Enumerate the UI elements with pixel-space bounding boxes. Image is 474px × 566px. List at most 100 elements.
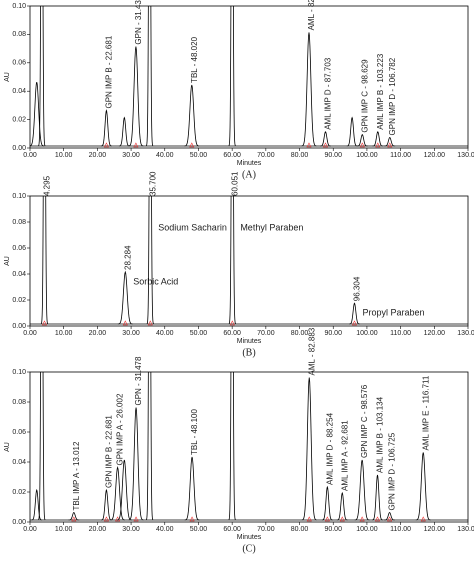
y-tick-label: 0.10: [12, 193, 26, 200]
peak-label: AML IMP A - 92.681: [340, 420, 349, 491]
peak: [384, 512, 395, 521]
peak-marker: [306, 516, 312, 522]
peak-label: GPN IMP A - 26.002: [116, 393, 125, 465]
x-tick-label: 30.00: [122, 526, 140, 533]
peak: [346, 116, 358, 147]
x-tick-label: 120.00: [424, 152, 446, 159]
x-tick-label: 40.00: [156, 152, 174, 159]
x-tick-label: 80.00: [291, 330, 309, 337]
x-tick-label: 30.00: [122, 330, 140, 337]
peak: [301, 32, 317, 147]
peak-label: AML IMP E - 116.711: [421, 375, 430, 450]
peak: [117, 270, 133, 325]
peak: [384, 136, 396, 147]
y-tick-label: 0.00: [12, 323, 26, 330]
y-tick-label: 0.06: [12, 60, 26, 67]
peak-name: Sorbic Acid: [133, 276, 178, 286]
peak-label: AML IMP B - 103.134: [376, 396, 385, 473]
peak-marker: [189, 516, 195, 522]
peak-marker: [324, 516, 330, 522]
peak: [31, 488, 43, 521]
peak-marker: [323, 142, 328, 148]
peak-marker: [420, 516, 426, 522]
y-tick-label: 0.04: [12, 88, 26, 95]
y-tick-label: 0.02: [12, 116, 26, 123]
caption: (A): [242, 169, 256, 180]
peak: [228, 372, 236, 521]
peak: [184, 456, 200, 521]
peak-marker: [387, 516, 393, 522]
peak: [146, 196, 154, 325]
peak: [354, 459, 370, 521]
x-tick-label: 130.00: [457, 526, 474, 533]
x-axis-label: Minutes: [237, 338, 262, 345]
peak-marker: [147, 320, 153, 326]
plot-frame: [29, 195, 469, 327]
peak-marker: [374, 516, 380, 522]
peak: [101, 109, 112, 147]
x-tick-label: 0.00: [23, 526, 37, 533]
x-tick-label: 30.00: [122, 152, 140, 159]
x-tick-label: 90.00: [324, 152, 342, 159]
peak-name: Propyl Paraben: [362, 308, 424, 318]
peak: [128, 407, 144, 521]
peak-marker: [359, 142, 365, 148]
peak-name: Sodium Sacharin: [158, 222, 227, 232]
peak: [321, 485, 333, 521]
x-tick-label: 120.00: [424, 526, 446, 533]
peak-label: 28.284: [123, 245, 132, 270]
peak: [110, 466, 126, 521]
peak-label: GPN IMP C - 98.629: [360, 59, 369, 133]
x-tick-label: 100.00: [356, 526, 378, 533]
peak: [118, 116, 130, 147]
plot-frame: [29, 5, 469, 149]
peak: [145, 6, 154, 147]
peak-label: GPN - 31.478: [134, 356, 143, 405]
peak-label: AML - 82.883: [307, 327, 316, 375]
y-tick-label: 0.00: [12, 519, 26, 526]
peak-label: 96.304: [353, 276, 362, 301]
peak-label: AML - 82.805: [307, 0, 316, 30]
x-tick-label: 60.00: [223, 526, 241, 533]
peak: [128, 46, 144, 147]
peak-marker: [375, 142, 381, 148]
peak-marker: [189, 142, 195, 148]
x-axis-label: Minutes: [237, 534, 262, 541]
peak-label: GPN IMP B - 22.681: [105, 35, 114, 108]
x-tick-label: 70.00: [257, 330, 275, 337]
x-tick-label: 40.00: [156, 526, 174, 533]
x-tick-label: 70.00: [257, 152, 275, 159]
x-tick-label: 60.00: [223, 152, 241, 159]
peak: [40, 196, 49, 325]
caption: (C): [242, 543, 255, 554]
x-tick-label: 50.00: [190, 330, 208, 337]
y-tick-label: 0.06: [12, 429, 26, 436]
peak-marker: [351, 320, 357, 326]
x-tick-label: 20.00: [89, 330, 107, 337]
x-tick-label: 50.00: [190, 152, 208, 159]
x-tick-label: 110.00: [390, 526, 411, 533]
x-tick-label: 50.00: [190, 526, 208, 533]
peak-label: TBL - 48.020: [190, 36, 199, 83]
peak-marker: [71, 516, 77, 522]
y-axis-label: AU: [4, 256, 11, 266]
x-tick-label: 10.00: [55, 330, 73, 337]
x-tick-label: 80.00: [291, 152, 309, 159]
plot-frame: [29, 371, 469, 523]
peak-marker: [41, 320, 47, 326]
peak: [116, 459, 132, 521]
caption: (B): [242, 347, 255, 358]
y-axis-label: AU: [4, 442, 11, 452]
peak: [184, 84, 200, 147]
x-tick-label: 120.00: [424, 330, 446, 337]
y-tick-label: 0.04: [12, 271, 26, 278]
x-tick-label: 90.00: [324, 526, 342, 533]
peak-marker: [306, 142, 312, 148]
y-tick-label: 0.04: [12, 459, 26, 466]
peak: [336, 491, 348, 521]
x-tick-label: 40.00: [156, 330, 174, 337]
y-tick-label: 0.08: [12, 219, 26, 226]
peak-label: GPN IMP D - 106.782: [388, 57, 397, 135]
peak: [320, 131, 331, 147]
